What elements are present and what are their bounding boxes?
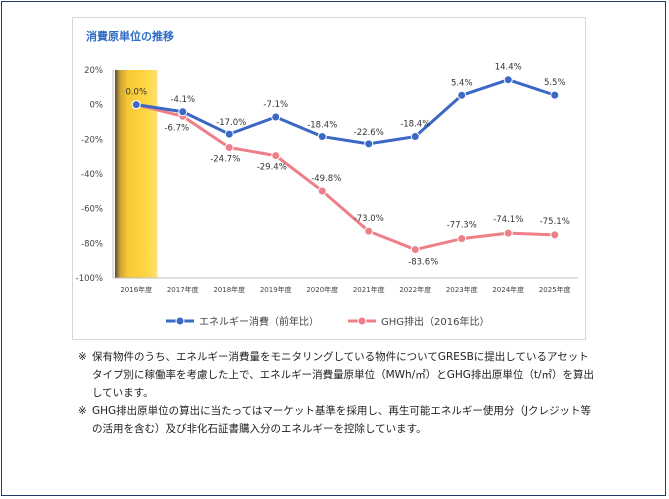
legend-marker bbox=[175, 316, 185, 326]
data-point-ghg bbox=[317, 186, 327, 196]
data-point-ghg bbox=[224, 142, 234, 152]
data-label-ghg: -49.8% bbox=[311, 174, 341, 184]
data-point-energy bbox=[131, 100, 141, 110]
data-label-ghg: -74.1% bbox=[493, 215, 523, 225]
data-point-ghg bbox=[457, 234, 467, 244]
data-point-energy bbox=[364, 139, 374, 149]
x-tick-label: 2019年度 bbox=[260, 285, 292, 294]
footnote-2: ※ GHG排出原単位の算出に当たってはマーケット基準を採用し、再生可能エネルギー… bbox=[78, 402, 598, 438]
data-label-energy: 0.0% bbox=[125, 88, 147, 98]
x-tick-label: 2023年度 bbox=[446, 285, 478, 294]
footnote-text: GHG排出原単位の算出に当たってはマーケット基準を採用し、再生可能エネルギー使用… bbox=[92, 405, 592, 435]
data-label-energy: -22.6% bbox=[354, 128, 384, 138]
data-label-ghg: -77.3% bbox=[447, 221, 477, 231]
data-label-energy: -18.4% bbox=[307, 121, 337, 131]
data-label-energy: 14.4% bbox=[495, 63, 522, 73]
data-point-energy bbox=[410, 132, 420, 142]
data-point-ghg bbox=[364, 226, 374, 236]
y-tick-label: -60% bbox=[81, 205, 103, 215]
data-label-ghg: -75.1% bbox=[540, 217, 570, 227]
data-label-energy: -18.4% bbox=[400, 120, 430, 130]
x-tick-label: 2017年度 bbox=[167, 285, 199, 294]
chart-title: 消費原単位の推移 bbox=[86, 30, 174, 43]
note-mark: ※ bbox=[78, 351, 87, 363]
legend-marker bbox=[357, 316, 367, 326]
footnote-text: 保有物件のうち、エネルギー消費量をモニタリングしている物件についてGRESBに提… bbox=[92, 351, 595, 399]
footnotes: ※ 保有物件のうち、エネルギー消費量をモニタリングしている物件についてGRESB… bbox=[78, 348, 598, 438]
y-tick-label: 0% bbox=[90, 101, 104, 111]
data-point-energy bbox=[317, 132, 327, 142]
line-chart: 20% 0% -20% -40% -60% -80% -100% 2016年度 2017年度 20… bbox=[76, 63, 578, 328]
data-point-energy bbox=[457, 90, 467, 100]
series-line-ghg bbox=[135, 103, 555, 252]
data-point-ghg bbox=[271, 151, 281, 161]
x-tick-label: 2016年度 bbox=[120, 285, 152, 294]
x-tick-label: 2018年度 bbox=[213, 285, 245, 294]
data-point-energy bbox=[178, 107, 188, 117]
y-tick-label: -40% bbox=[81, 170, 103, 180]
data-label-energy: -17.0% bbox=[216, 118, 246, 128]
y-tick-label: -100% bbox=[76, 274, 103, 284]
data-label-energy: 5.5% bbox=[544, 78, 566, 88]
y-tick-label: 20% bbox=[84, 66, 103, 76]
data-point-ghg bbox=[410, 245, 420, 255]
note-mark: ※ bbox=[78, 405, 87, 417]
y-tick-label: -20% bbox=[81, 135, 103, 145]
data-label-energy: 5.4% bbox=[451, 78, 473, 88]
data-point-ghg bbox=[550, 230, 560, 240]
data-point-energy bbox=[503, 75, 513, 85]
data-label-ghg: -6.7% bbox=[164, 123, 189, 133]
legend-label: エネルギー消費（前年比） bbox=[199, 315, 319, 328]
x-tick-label: 2021年度 bbox=[353, 285, 385, 294]
data-label-energy: -7.1% bbox=[263, 100, 288, 110]
data-label-energy: -4.1% bbox=[170, 95, 195, 105]
data-point-energy bbox=[271, 112, 281, 122]
legend-label: GHG排出（2016年比） bbox=[381, 315, 489, 328]
data-label-ghg: -83.6% bbox=[408, 258, 438, 268]
y-tick-label: -80% bbox=[81, 239, 103, 249]
x-tick-label: 2025年度 bbox=[539, 285, 571, 294]
x-tick-label: 2022年度 bbox=[399, 285, 431, 294]
data-label-ghg: -73.0% bbox=[354, 214, 384, 224]
footnote-1: ※ 保有物件のうち、エネルギー消費量をモニタリングしている物件についてGRESB… bbox=[78, 348, 598, 402]
chart-container: 消費原単位の推移 20% 0% -20% -40% -60% -80% -100% 2016年… bbox=[72, 17, 586, 340]
x-tick-label: 2020年度 bbox=[306, 285, 338, 294]
data-point-energy bbox=[550, 90, 560, 100]
data-label-ghg: -29.4% bbox=[257, 163, 287, 173]
data-point-energy bbox=[224, 129, 234, 139]
data-label-ghg: -24.7% bbox=[210, 154, 240, 164]
series-line-energy bbox=[136, 78, 556, 146]
x-tick-label: 2024年度 bbox=[492, 285, 524, 294]
data-point-ghg bbox=[503, 228, 513, 238]
